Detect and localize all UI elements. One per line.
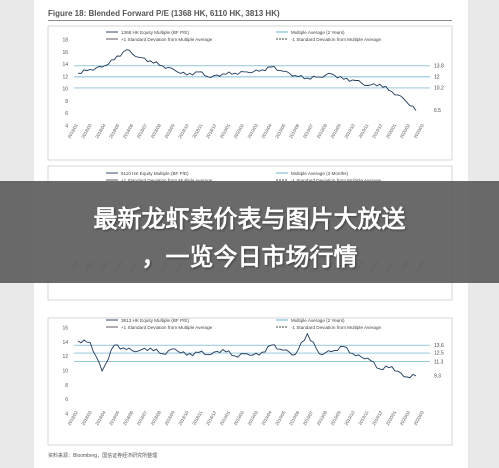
- chart-bottom-ytick-label: 12: [62, 354, 68, 360]
- chart-bottom-ytick-label: 4: [65, 412, 68, 418]
- chart-top-xtick-label: 2019/05: [274, 123, 287, 140]
- chart-bottom-legend-label: -1 Standard Deviation from Multiple Aver…: [291, 325, 381, 330]
- chart-top-xtick-label: 2018/03: [80, 123, 93, 140]
- chart-top-ytick-label: 18: [62, 38, 68, 44]
- chart-top-legend-label: -1 Standard Deviation from Multiple Aver…: [291, 37, 381, 42]
- chart-top-xtick-label: 2020/01: [385, 123, 398, 140]
- chart-top-xtick-label: 2018/04: [94, 123, 107, 140]
- chart-top-xtick-label: 2018/06: [122, 123, 135, 140]
- chart-top-xtick-label: 2019/02: [233, 123, 246, 140]
- chart-top-xtick-label: 2019/08: [316, 123, 329, 140]
- chart-bottom-xtick-label: 2019/03: [247, 410, 260, 427]
- chart-top-xtick-label: 2020/03: [413, 123, 426, 140]
- chart-top-xtick-label: 2018/07: [136, 123, 149, 140]
- chart-top-series-line: [77, 49, 417, 111]
- chart-top-xtick-label: 2018/08: [150, 123, 163, 140]
- chart-top-xtick-label: 2019/09: [330, 123, 343, 140]
- chart-bottom-right-label: 11.3: [434, 359, 444, 365]
- chart-bottom-xtick-label: 2018/02: [67, 410, 80, 427]
- chart-top-xtick-label: 2018/02: [67, 123, 80, 140]
- chart-top-xtick-label: 2018/09: [163, 123, 176, 140]
- chart-bottom-legend-label: +1 Standard Deviation from Multiple Aver…: [121, 325, 213, 330]
- chart-top-xtick-label: 2018/11: [191, 123, 203, 139]
- chart-top-xtick-label: 2019/03: [247, 123, 260, 140]
- chart-bottom-xtick-label: 2018/06: [122, 410, 135, 427]
- chart-top-frame: [47, 25, 453, 161]
- chart-bottom-frame: [47, 317, 453, 446]
- chart-bottom-xtick-label: 2018/12: [205, 410, 218, 427]
- chart-bottom-xtick-label: 2018/04: [94, 410, 107, 427]
- chart-bottom-right-label: 13.6: [434, 343, 444, 349]
- chart-bottom-ytick-label: 6: [65, 397, 68, 403]
- chart-bottom-xtick-label: 2019/11: [357, 410, 369, 426]
- chart-top-xtick-label: 2019/11: [357, 123, 369, 139]
- chart-bottom-ytick-label: 8: [65, 383, 68, 389]
- chart-top-xtick-label: 2019/04: [260, 123, 273, 140]
- chart-top-xtick-label: 2019/06: [288, 123, 301, 140]
- chart-top-xtick-label: 2018/12: [205, 123, 218, 140]
- chart-top-legend-label: +1 Standard Deviation from Multiple Aver…: [121, 37, 213, 42]
- chart-bottom-xtick-label: 2019/01: [219, 410, 232, 427]
- chart-bottom-ytick-label: 10: [62, 369, 68, 375]
- chart-bottom-xtick-label: 2019/10: [343, 410, 356, 427]
- figure-title: Figure 18: Blended Forward P/E (1368 HK,…: [48, 9, 280, 18]
- chart-top-right-label: 6.5: [434, 108, 441, 114]
- chart-bottom-xtick-label: 2019/02: [233, 410, 246, 427]
- chart-bottom-xtick-label: 2020/02: [399, 410, 412, 427]
- chart-bottom-xtick-label: 2019/09: [330, 410, 343, 427]
- chart-bottom-xtick-label: 2018/11: [191, 410, 203, 426]
- overlay-banner: 最新龙虾卖价表与图片大放送 ，一览今日市场行情: [0, 181, 499, 283]
- chart-top-right-label: 13.8: [434, 63, 444, 69]
- chart-bottom-xtick-label: 2018/10: [177, 410, 190, 427]
- chart-bottom-xtick-label: 2019/04: [260, 410, 273, 427]
- chart-bottom-legend-label: 3813 HK Equity Multiple (BF P/E): [121, 318, 189, 323]
- chart-bottom-xtick-label: 2020/01: [385, 410, 398, 427]
- chart-bottom-ytick-label: 14: [62, 340, 68, 346]
- chart-bottom-xtick-label: 2018/08: [150, 410, 163, 427]
- chart-bottom-xtick-label: 2019/08: [316, 410, 329, 427]
- chart-middle-legend-label: -1 Standard Deviation from Multiple Aver…: [291, 178, 381, 183]
- title-rule: [48, 20, 452, 21]
- chart-bottom-xtick-label: 2018/05: [108, 410, 121, 427]
- chart-bottom-xtick-label: 2018/07: [136, 410, 149, 427]
- chart-bottom-xtick-label: 2018/03: [80, 410, 93, 427]
- chart-top-xtick-label: 2019/10: [343, 123, 356, 140]
- chart-top-ytick-label: 8: [65, 99, 68, 105]
- chart-top-right-label: 12: [434, 74, 440, 80]
- chart-top-xtick-label: 2019/01: [219, 123, 232, 140]
- chart-top-xtick-label: 2018/05: [108, 123, 121, 140]
- chart-top-ytick-label: 6: [65, 111, 68, 117]
- chart-bottom-xtick-label: 2019/06: [288, 410, 301, 427]
- chart-top-ytick-label: 16: [62, 50, 68, 56]
- chart-bottom-ytick-label: 16: [62, 326, 68, 332]
- chart-bottom-series-line: [77, 332, 417, 379]
- chart-bottom-xtick-label: 2019/07: [302, 410, 315, 427]
- chart-top-xtick-label: 2018/10: [177, 123, 190, 140]
- chart-top-xtick-label: 2019/12: [371, 123, 384, 140]
- chart-bottom-right-label: 12.5: [434, 351, 444, 357]
- chart-bottom-xtick-label: 2019/05: [274, 410, 287, 427]
- chart-bottom-right-label: 9.3: [434, 374, 441, 380]
- banner-headline: 最新龙虾卖价表与图片大放送: [93, 206, 406, 233]
- chart-top-xtick-label: 2020/02: [399, 123, 412, 140]
- chart-middle-legend-label: 6110 HK Equity Multiple (BF P/E): [121, 171, 189, 176]
- banner-subheadline: ，一览今日市场行情: [141, 244, 358, 271]
- chart-top-ytick-label: 14: [62, 62, 68, 68]
- chart-top-ytick-label: 12: [62, 74, 68, 80]
- chart-top-right-label: 10.2: [434, 86, 444, 92]
- chart-top-legend-label: Multiple Average (2 Years): [291, 30, 345, 35]
- chart-top-ytick-label: 4: [65, 124, 68, 130]
- chart-bottom-xtick-label: 2020/03: [413, 410, 426, 427]
- chart-top-legend-label: 1368 HK Equity Multiple (BF P/E): [121, 30, 189, 35]
- chart-middle-legend-label: +1 Standard Deviation from Multiple Aver…: [121, 178, 213, 183]
- chart-bottom-legend-label: Multiple Average (2 Years): [291, 318, 345, 323]
- chart-top-ytick-label: 10: [62, 87, 68, 93]
- chart-top-xtick-label: 2019/07: [302, 123, 315, 140]
- chart-bottom-xtick-label: 2019/12: [371, 410, 384, 427]
- chart-bottom-xtick-label: 2018/09: [163, 410, 176, 427]
- chart-middle-legend-label: Multiple Average (3 Months): [291, 171, 349, 176]
- source-note: 资料来源：Bloomberg，国信证券经济研究所整理: [48, 453, 158, 459]
